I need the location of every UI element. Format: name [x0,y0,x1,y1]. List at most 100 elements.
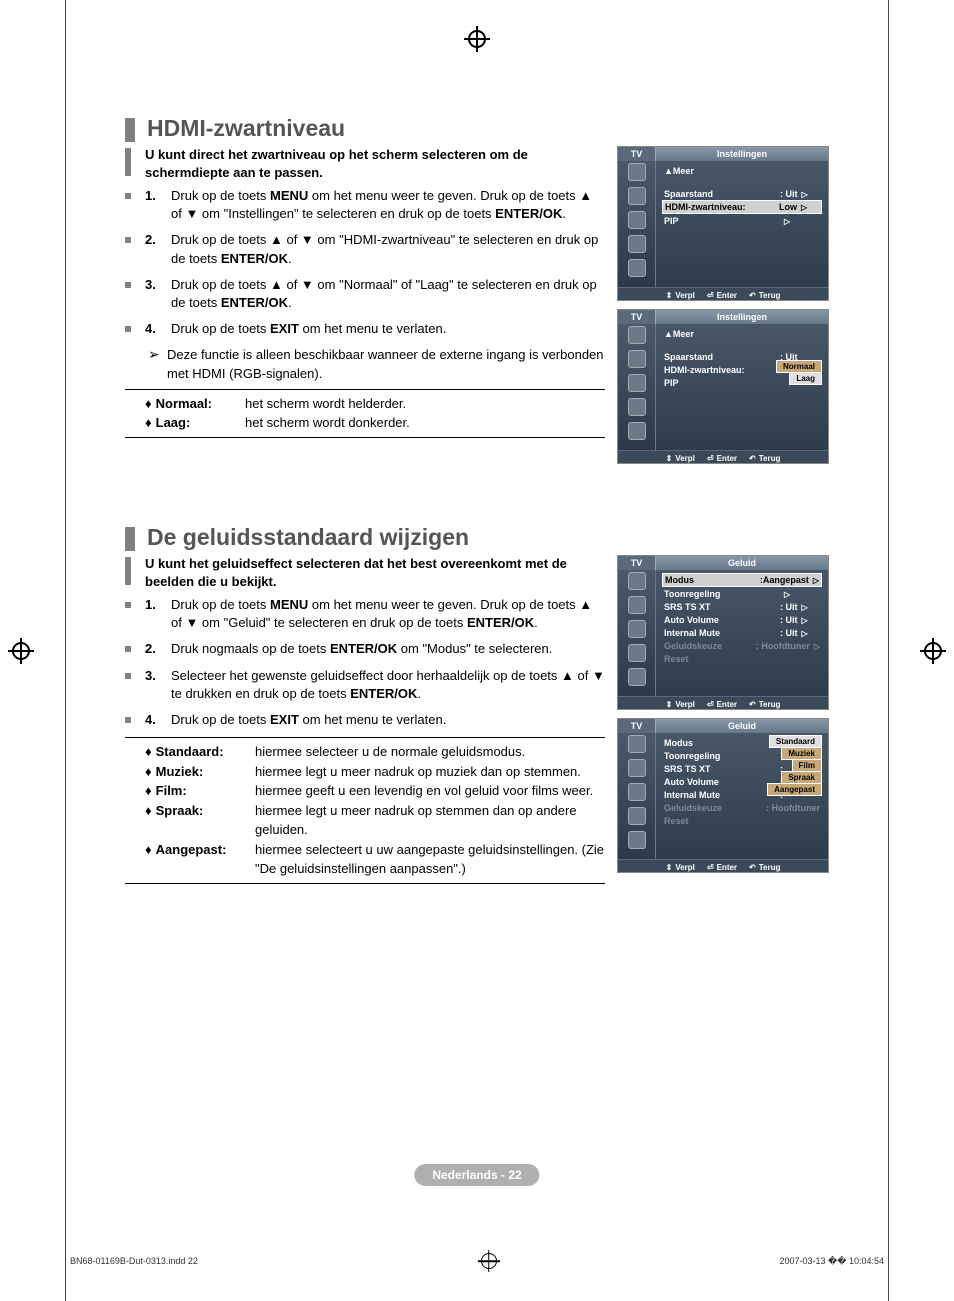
crop-mark-icon [924,642,942,660]
osd-popup-option: Aangepast [767,783,822,796]
step-item: 3.Druk op de toets ▲ of ▼ om "Normaal" o… [145,276,605,312]
osd-footer-enter: Enter [707,291,737,300]
osd-row: PIP▷ [662,214,822,227]
osd-footer: VerplEnterTerug [618,859,828,873]
section-sound: De geluidsstandaard wijzigen U kunt het … [125,524,829,884]
section-title-row: De geluidsstandaard wijzigen [125,524,829,551]
osd-panel: TVGeluidModus:ToonregelingSRS TS XT:Auto… [617,718,829,873]
osd-menu-icon [628,235,646,253]
section-title-row: HDMI-zwartniveau [125,115,829,142]
osd-footer-move: Verpl [666,291,695,300]
osd-body: ▲MeerSpaarstand: UitHDMI-zwartniveau:PIP… [618,324,828,450]
step-item: 4.Druk op de toets EXIT om het menu te v… [145,711,605,729]
definition-row: ♦Standaard:hiermee selecteer u de normal… [145,742,605,762]
osd-tv-label: TV [618,719,656,733]
section-title: De geluidsstandaard wijzigen [147,524,469,551]
osd-footer-move: Verpl [666,863,695,872]
osd-column: TVInstellingen▲MeerSpaarstand: Uit▷HDMI-… [617,146,829,464]
osd-row: SRS TS XT: Uit▷ [662,600,822,613]
definition-label: ♦Aangepast: [145,840,255,879]
definition-label: ♦Muziek: [145,762,255,782]
osd-footer-return: Terug [749,291,780,300]
note-arrow-icon: ➢ [145,346,167,382]
margin-line [65,0,66,1301]
osd-menu-icon [628,644,646,662]
definitions-table: ♦Normaal:het scherm wordt helderder.♦Laa… [125,389,605,438]
definition-label: ♦Normaal: [145,394,245,414]
osd-footer-return: Terug [749,863,780,872]
osd-header: TVGeluid [618,719,828,733]
osd-footer-enter: Enter [707,700,737,709]
osd-list: Modus:Aangepast▷Toonregeling▷SRS TS XT: … [656,570,828,696]
osd-icon-column [618,324,656,450]
osd-title: Instellingen [656,310,828,324]
definition-label: ♦Standaard: [145,742,255,762]
osd-footer: Verpl Enter Terug [618,287,828,301]
osd-row: Internal Mute: Uit▷ [662,626,822,639]
text-column: U kunt het geluidseffect selecteren dat … [125,555,605,884]
osd-title: Geluid [656,719,828,733]
osd-body: Modus:Aangepast▷Toonregeling▷SRS TS XT: … [618,570,828,696]
osd-footer-move: Verpl [666,454,695,463]
osd-row: Geluidskeuze: Hoofdtuner [662,801,822,814]
osd-body: Modus:ToonregelingSRS TS XT:Auto Volume:… [618,733,828,859]
osd-row: Toonregeling▷ [662,587,822,600]
osd-panel: TVInstellingen▲MeerSpaarstand: UitHDMI-z… [617,309,829,464]
definition-row: ♦Laag:het scherm wordt donkerder. [145,413,605,433]
osd-footer-move: Verpl [666,700,695,709]
osd-footer-enter: Enter [707,454,737,463]
page-content: HDMI-zwartniveau U kunt direct het zwart… [125,115,829,934]
osd-menu-icon [628,326,646,344]
definition-value: hiermee geeft u een levendig en vol gelu… [255,781,605,801]
osd-header: TVInstellingen [618,147,828,161]
definition-value: het scherm wordt donkerder. [245,413,605,433]
osd-title: Instellingen [656,147,828,161]
crop-mark-icon [12,642,30,660]
osd-menu-icon [628,422,646,440]
osd-menu-icon [628,572,646,590]
osd-menu-icon [628,831,646,849]
osd-menu-icon [628,259,646,277]
osd-footer-return: Terug [749,454,780,463]
osd-footer: Verpl Enter Terug [618,450,828,464]
osd-row: Modus:Aangepast▷ [662,573,822,587]
osd-menu-icon [628,350,646,368]
intro-text: U kunt direct het zwartniveau op het sch… [145,146,605,181]
osd-footer: Verpl Enter Terug [618,696,828,710]
definition-label: ♦Film: [145,781,255,801]
osd-tv-label: TV [618,556,656,570]
osd-row: HDMI-zwartniveau:Low▷ [662,200,822,214]
section-hdmi: HDMI-zwartniveau U kunt direct het zwart… [125,115,829,464]
osd-menu-icon [628,668,646,686]
osd-row: Auto Volume: Uit▷ [662,613,822,626]
osd-menu-icon [628,187,646,205]
definition-label: ♦Laag: [145,413,245,433]
osd-title: Geluid [656,556,828,570]
osd-menu-icon [628,735,646,753]
osd-footer-return: Terug [749,700,780,709]
step-item: 2.Druk nogmaals op de toets ENTER/OK om … [145,640,605,658]
osd-menu-icon [628,374,646,392]
osd-tv-label: TV [618,147,656,161]
osd-menu-icon [628,596,646,614]
osd-row: Spaarstand: Uit▷ [662,187,822,200]
definition-value: het scherm wordt helderder. [245,394,605,414]
intro-bar-icon [125,557,131,585]
intro-text: U kunt het geluidseffect selecteren dat … [145,555,605,590]
osd-menu-icon [628,163,646,181]
steps-list: 1.Druk op de toets MENU om het menu weer… [125,187,605,338]
osd-row: Geluidskeuze: Hoofdtuner▷ [662,639,822,652]
osd-icon-column [618,570,656,696]
steps-list: 1.Druk op de toets MENU om het menu weer… [125,596,605,729]
osd-column: TVGeluidModus:Aangepast▷Toonregeling▷SRS… [617,555,829,884]
osd-list: ▲MeerSpaarstand: UitHDMI-zwartniveau:PIP… [656,324,828,450]
definition-row: ♦Normaal:het scherm wordt helderder. [145,394,605,414]
osd-list: ▲MeerSpaarstand: Uit▷HDMI-zwartniveau:Lo… [656,161,828,287]
footer-left: BN68-01169B-Dut-0313.indd 22 [70,1256,198,1266]
footer-line: BN68-01169B-Dut-0313.indd 22 2007-03-13 … [70,1253,884,1269]
step-item: 1.Druk op de toets MENU om het menu weer… [145,596,605,632]
osd-menu-icon [628,211,646,229]
definition-label: ♦Spraak: [145,801,255,840]
note-text: Deze functie is alleen beschikbaar wanne… [167,346,605,382]
definitions-table: ♦Standaard:hiermee selecteer u de normal… [125,737,605,884]
